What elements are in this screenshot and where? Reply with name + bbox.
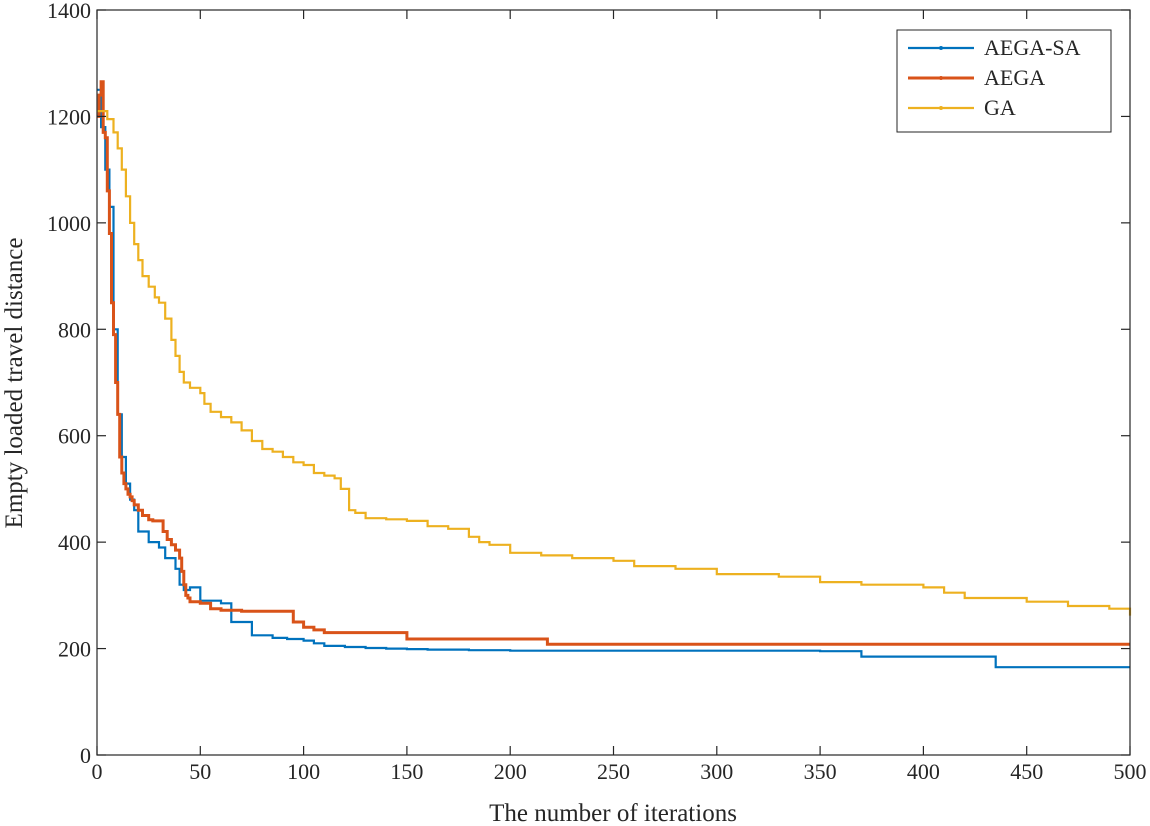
y-tick-label: 1400 bbox=[47, 0, 91, 23]
y-tick-label: 200 bbox=[58, 637, 91, 662]
legend: AEGA-SA AEGA GA bbox=[896, 29, 1112, 133]
legend-marker bbox=[939, 46, 943, 50]
x-tick-label: 200 bbox=[494, 759, 527, 784]
x-tick-label: 150 bbox=[390, 759, 423, 784]
series-layer bbox=[97, 80, 1132, 669]
y-tick-label: 1000 bbox=[47, 211, 91, 236]
x-tick-label: 250 bbox=[597, 759, 630, 784]
y-axis-title: Empty loaded travel distance bbox=[1, 238, 28, 529]
plot-area bbox=[97, 10, 1130, 755]
x-tick-label: 500 bbox=[1114, 759, 1147, 784]
y-tick-label: 1200 bbox=[47, 104, 91, 129]
y-tick-label: 800 bbox=[58, 317, 91, 342]
x-tick-label: 300 bbox=[700, 759, 733, 784]
legend-label: GA bbox=[984, 95, 1016, 120]
x-tick-label: 0 bbox=[92, 759, 103, 784]
series-line-ga bbox=[97, 110, 1132, 616]
x-tick-label: 100 bbox=[287, 759, 320, 784]
y-tick-label: 0 bbox=[80, 743, 91, 768]
legend-marker bbox=[939, 106, 943, 110]
series-line-aega bbox=[97, 80, 1130, 646]
x-axis-title: The number of iterations bbox=[489, 800, 737, 826]
x-tick-label: 50 bbox=[189, 759, 211, 784]
y-tick-label: 400 bbox=[58, 530, 91, 555]
x-tick-label: 450 bbox=[1010, 759, 1043, 784]
x-tick-label: 400 bbox=[907, 759, 940, 784]
legend-label: AEGA-SA bbox=[984, 35, 1081, 60]
axes-layer: 0 50 100 150 200 250 300 350 400 450 500 0 200 400 600… bbox=[47, 0, 1147, 784]
legend-label: AEGA bbox=[984, 65, 1045, 90]
series-line-aega-sa bbox=[97, 88, 1130, 669]
legend-marker bbox=[939, 76, 943, 80]
y-tick-label: 600 bbox=[58, 424, 91, 449]
x-tick-label: 350 bbox=[804, 759, 837, 784]
